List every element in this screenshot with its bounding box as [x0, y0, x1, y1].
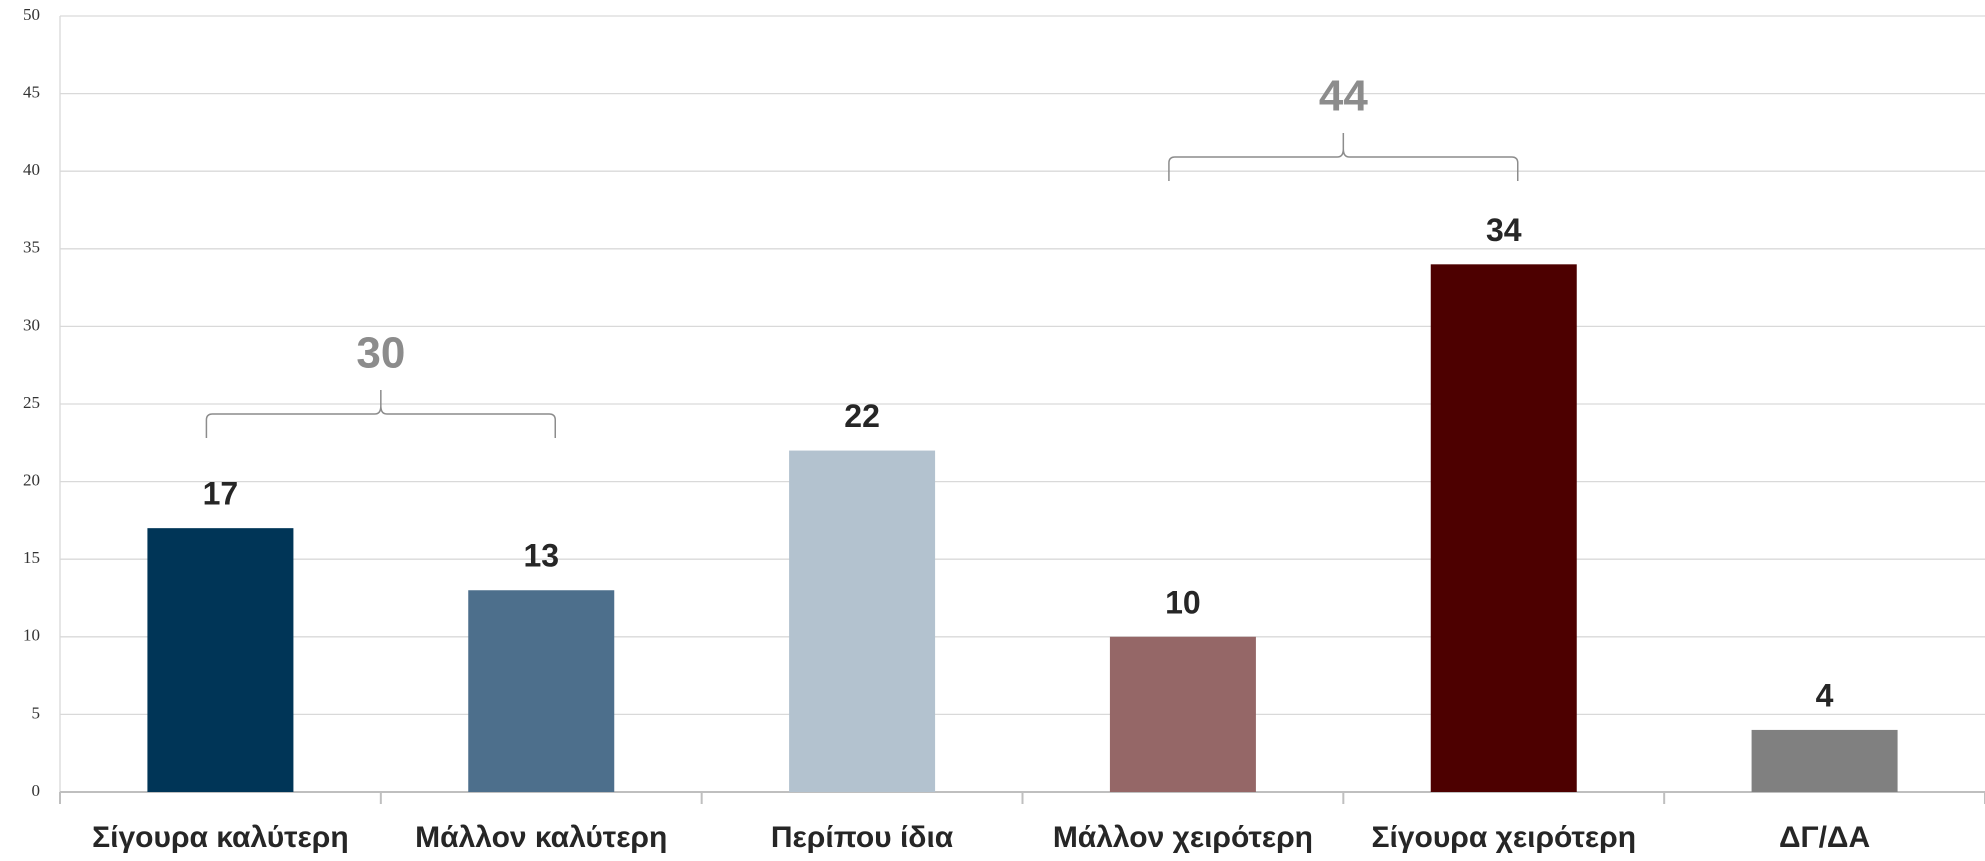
value-label: 22: [844, 398, 880, 434]
y-tick-label: 50: [23, 5, 40, 24]
y-tick-label: 10: [23, 626, 40, 645]
bar: [147, 528, 294, 792]
x-tick-label: ΔΓ/ΔΑ: [1779, 821, 1870, 854]
x-tick-label: Μάλλον καλύτερη: [415, 821, 667, 854]
y-tick-label: 0: [32, 781, 41, 800]
value-label: 13: [523, 538, 559, 574]
value-label: 17: [203, 476, 239, 512]
bar: [468, 590, 615, 792]
bracket: [205, 390, 556, 438]
bracket-label: 44: [1319, 72, 1368, 121]
bar: [1109, 636, 1256, 792]
value-label: 4: [1816, 677, 1834, 713]
bracket: [1168, 133, 1519, 181]
y-tick-label: 30: [23, 315, 40, 334]
value-label: 34: [1486, 212, 1522, 248]
bracket-label: 30: [356, 329, 405, 378]
x-tick-label: Σίγουρα καλύτερη: [92, 821, 349, 854]
y-tick-label: 40: [23, 160, 40, 179]
bar: [1430, 264, 1577, 792]
y-tick-label: 5: [32, 703, 41, 722]
y-tick-label: 20: [23, 471, 40, 490]
x-tick-label: Μάλλον χειρότερη: [1053, 821, 1313, 854]
bar: [789, 450, 936, 792]
value-label: 10: [1165, 584, 1201, 620]
bar: [1751, 729, 1898, 792]
x-tick-label: Σίγουρα χειρότερη: [1371, 821, 1636, 854]
y-tick-label: 45: [23, 83, 40, 102]
y-tick-label: 15: [23, 548, 40, 567]
y-tick-label: 35: [23, 238, 40, 257]
y-tick-label: 25: [23, 393, 40, 412]
x-tick-label: Περίπου ίδια: [771, 821, 954, 854]
